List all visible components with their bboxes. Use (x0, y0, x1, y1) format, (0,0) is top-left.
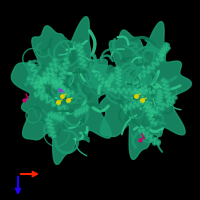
Polygon shape (11, 17, 118, 164)
Polygon shape (90, 22, 191, 159)
